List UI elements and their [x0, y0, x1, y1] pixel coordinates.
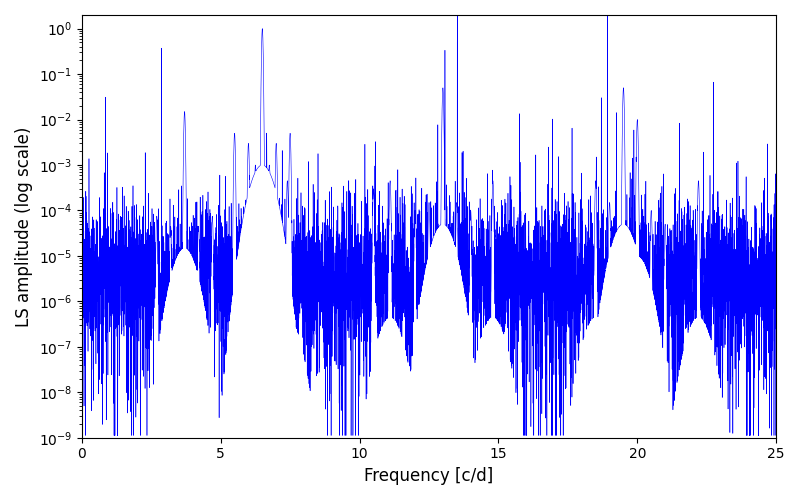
Y-axis label: LS amplitude (log scale): LS amplitude (log scale) — [15, 126, 33, 326]
X-axis label: Frequency [c/d]: Frequency [c/d] — [364, 467, 494, 485]
